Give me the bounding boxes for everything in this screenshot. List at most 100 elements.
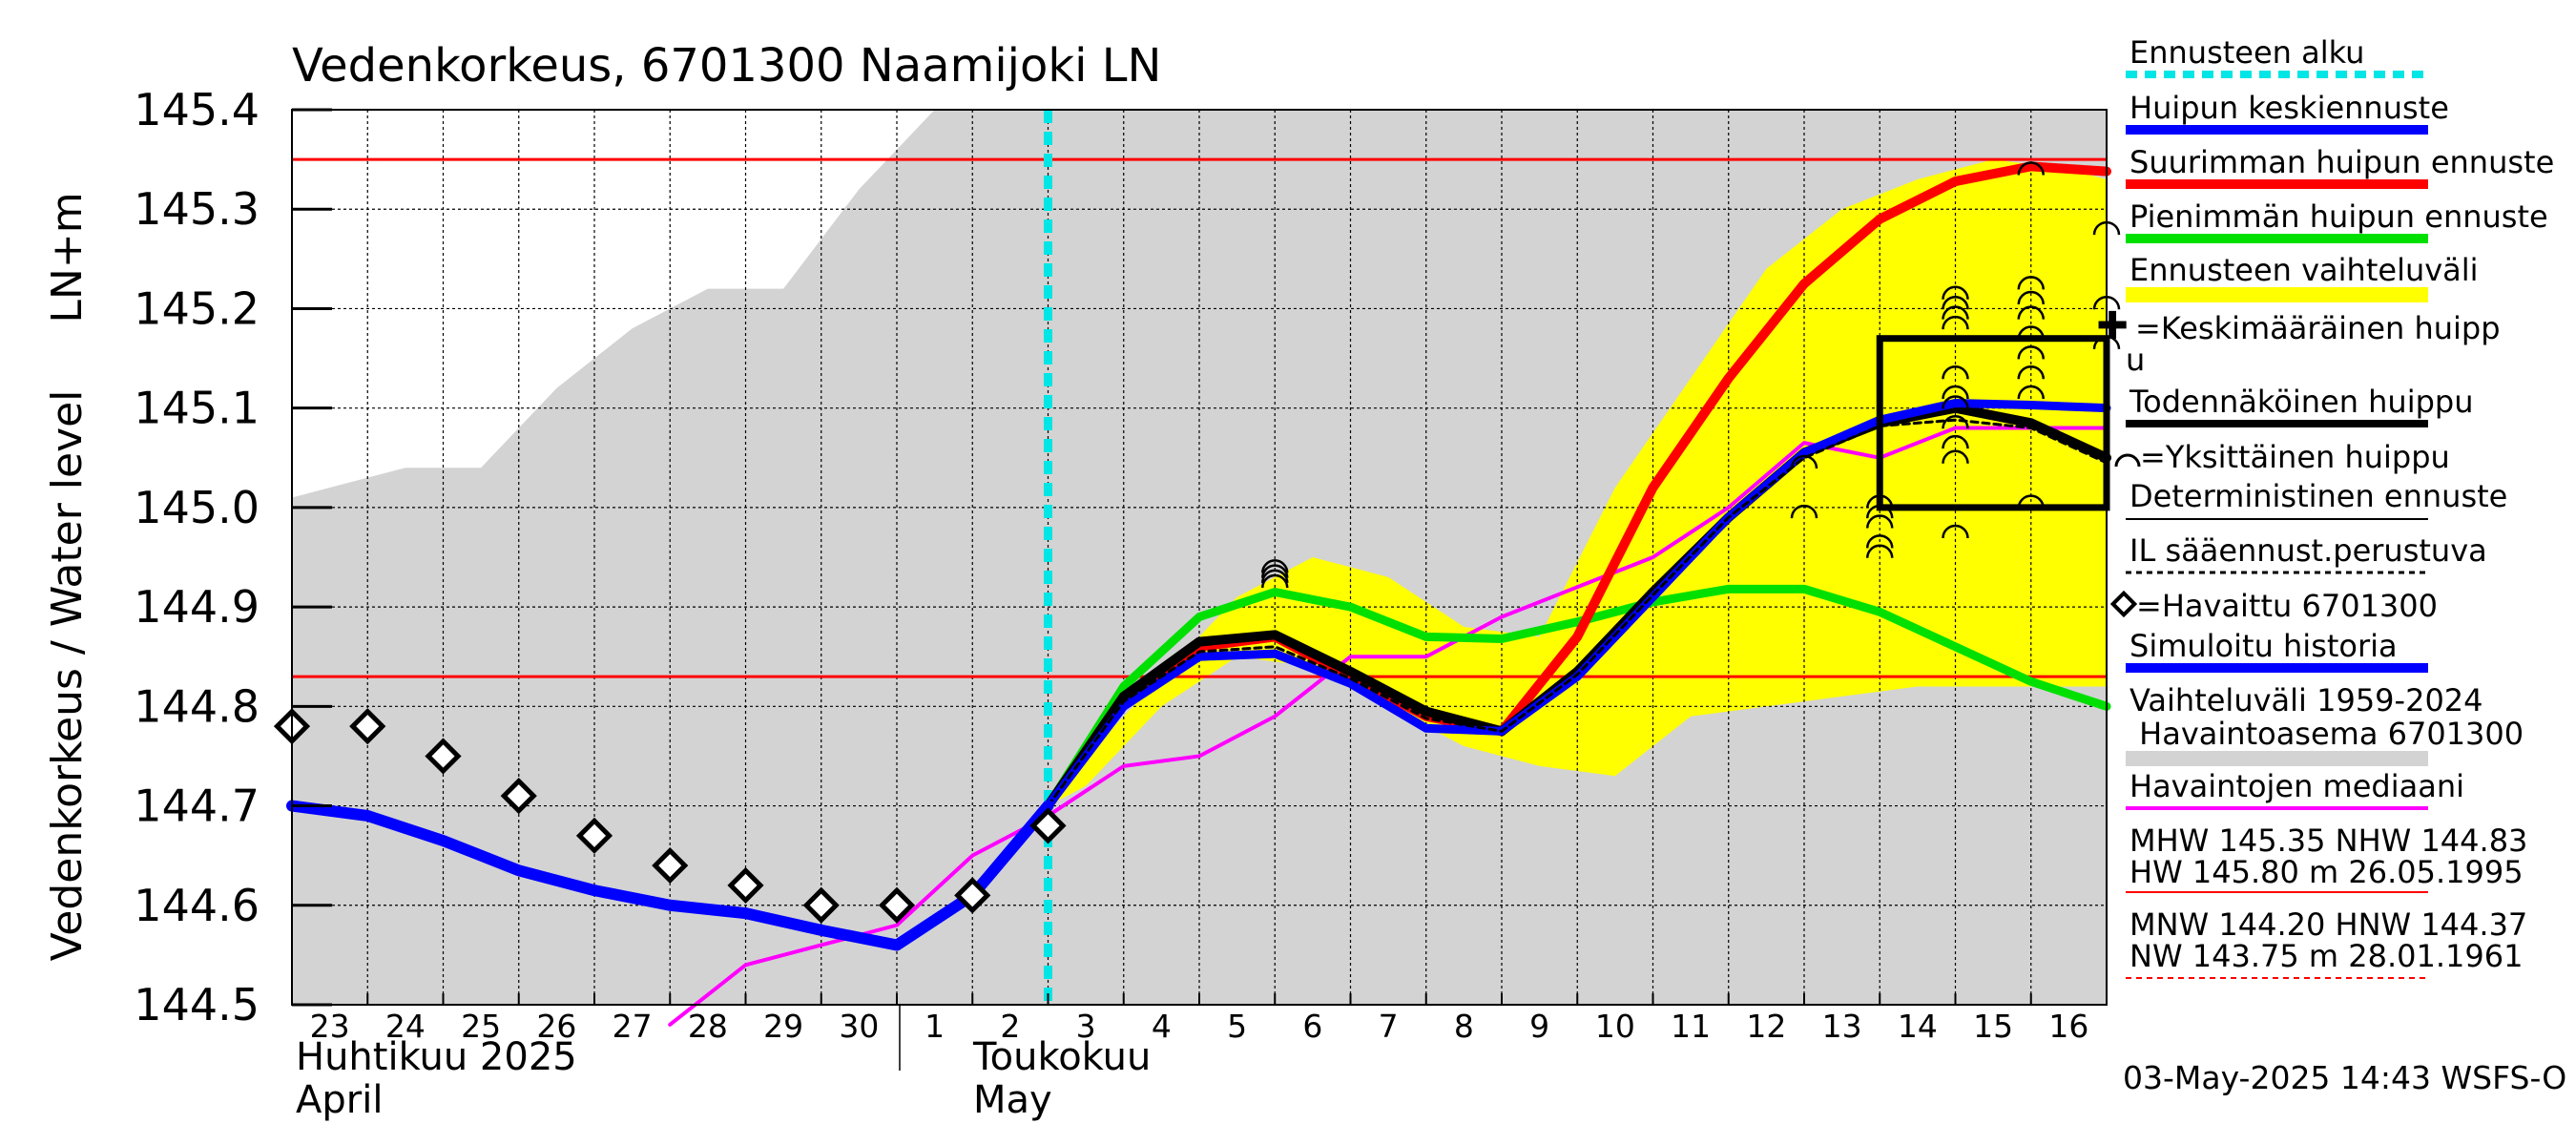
x-tick-label: 16 [2048, 1008, 2088, 1045]
legend-simulated: Simuloitu historia [2129, 628, 2398, 664]
x-tick-label: 15 [1973, 1008, 2013, 1045]
x-tick-label: 4 [1152, 1008, 1172, 1045]
y-tick-label: 144.7 [134, 781, 260, 832]
y-tick-label: 144.5 [134, 979, 260, 1030]
individual-peak-marker [1942, 305, 1969, 320]
x-tick-label: 13 [1822, 1008, 1862, 1045]
legend-individual-peak: =Yksittäinen huippu [2140, 439, 2450, 475]
series-line-simuloitu-historia [286, 800, 1054, 951]
grid-lines [292, 109, 2108, 1006]
legend-forecast-start: Ennusteen alku [2129, 34, 2364, 71]
month-label-april-fi: Huhtikuu 2025 [296, 1035, 577, 1079]
y-tick-label: 145.0 [134, 482, 260, 533]
x-tick-label: 26 [536, 1008, 576, 1045]
forecast-range-band [1048, 159, 2107, 806]
legend-deterministic: Deterministinen ennuste [2129, 478, 2507, 514]
observed-point [425, 738, 462, 775]
individual-peak-marker [1261, 559, 1289, 573]
individual-peak-marker [1942, 415, 1969, 429]
legend-probable-peak: Todennäköinen huippu [2129, 384, 2474, 420]
observed-point [954, 877, 991, 914]
month-label-may-fi: Toukokuu [972, 1035, 1151, 1079]
legend-mean-peak-marker: =Keskimääräinen huipp [2135, 310, 2501, 346]
x-tick-label: 14 [1898, 1008, 1938, 1045]
individual-peak-marker [2017, 276, 2045, 290]
y-tick-label: 144.9 [134, 581, 260, 633]
series-line-il-saaennust-perustuva [1047, 418, 2109, 808]
individual-peak-marker [1942, 364, 1969, 380]
x-tick-label: 8 [1454, 1008, 1474, 1045]
timestamp: 03-May-2025 14:43 WSFS-O [2123, 1059, 2566, 1096]
mean-peak-plus-icon: ✚ [2096, 304, 2129, 348]
observed-point [802, 886, 840, 924]
legend-median: Havaintojen mediaani [2129, 768, 2464, 804]
x-tick-label: 9 [1529, 1008, 1549, 1045]
x-tick-label: 10 [1595, 1008, 1635, 1045]
x-tick-label: 30 [839, 1008, 879, 1045]
legend-swatch-forecast-range [2126, 287, 2428, 302]
reference-lines [292, 157, 2107, 678]
x-tick-label: 23 [310, 1008, 350, 1045]
legend-historical-range: Vaihteluväli 1959-2024 [2129, 682, 2483, 718]
individual-peak-marker [1942, 434, 1969, 449]
observed-point [575, 817, 613, 854]
series-line-pienimman-huipun-ennuste [1044, 584, 2111, 811]
individual-peak-marker [1790, 504, 1818, 519]
legend-forecast-range: Ennusteen vaihteluväli [2129, 252, 2479, 288]
individual-peak-marker [1866, 544, 1894, 558]
x-tick-label: 3 [1076, 1008, 1096, 1045]
legend-nw: NW 143.75 m 28.01.1961 [2129, 938, 2523, 974]
legend-observed: =Havaittu 6701300 [2136, 588, 2438, 624]
y-tick-label: 145.1 [134, 383, 260, 434]
individual-peak-marker [1866, 514, 1894, 529]
individual-peak-marker [1790, 454, 1818, 469]
legend-mean-peak-marker-cont: u [2126, 342, 2145, 378]
x-tick-label: 12 [1746, 1008, 1786, 1045]
individual-peak-markers [1261, 161, 2121, 589]
individual-peak-marker [2017, 290, 2045, 305]
individual-peak-marker [1942, 385, 1969, 400]
plot-area [273, 109, 2121, 1027]
individual-peak-marker [1942, 315, 1969, 330]
x-tick-label: 1 [924, 1008, 945, 1045]
legend-historical-station: Havaintoasema 6701300 [2129, 716, 2524, 752]
month-label-april-en: April [296, 1078, 383, 1122]
y-tick-label: 145.2 [134, 282, 260, 334]
legend-max-peak: Suurimman huipun ennuste [2129, 144, 2554, 180]
x-tick-label: 27 [613, 1008, 653, 1045]
legend: Ennusteen alku Huipun keskiennuste Suuri… [2096, 34, 2554, 979]
legend-mnw: MNW 144.20 HNW 144.37 [2129, 906, 2527, 943]
month-label-may-en: May [973, 1078, 1052, 1122]
series-lines [286, 161, 2111, 1027]
legend-mean-peak: Huipun keskiennuste [2129, 90, 2449, 126]
y-tick-label: 145.4 [134, 84, 260, 135]
y-tick-label: 144.6 [134, 880, 260, 931]
y-tick-label: 144.8 [134, 680, 260, 732]
observed-point [652, 846, 689, 885]
legend-mhw: MHW 145.35 NHW 144.83 [2129, 822, 2527, 859]
individual-peak-marker [2017, 385, 2045, 400]
x-tick-label: 24 [385, 1008, 426, 1045]
individual-peak-marker [2017, 364, 2045, 380]
individual-peak-marker [1942, 449, 1969, 464]
y-axis-ticks: 144.5 144.6 144.7 144.8 144.9 145.0 145.1 145.2… [134, 84, 332, 1030]
x-tick-label: 2 [1000, 1008, 1020, 1045]
individual-peak-marker [2017, 325, 2045, 340]
observed-point [349, 708, 386, 745]
individual-peak-marker [1261, 573, 1289, 589]
individual-peak-marker [1261, 564, 1289, 578]
x-axis-ticks: 23 24 25 26 27 28 29 30 1 2 3 4 5 6 7 8 9 10 11 12 13 14 15 16 [310, 993, 2108, 1045]
series-line-huipun-keskiennuste [1044, 398, 2111, 811]
observed-point [1029, 807, 1067, 844]
x-tick-label: 25 [461, 1008, 501, 1045]
observed-point [500, 778, 537, 815]
x-tick-label: 29 [763, 1008, 803, 1045]
individual-peak-marker [1866, 534, 1894, 549]
legend-weather-based: IL sääennust.perustuva [2129, 532, 2487, 569]
y-axis-label: Vedenkorkeus / Water level [43, 390, 92, 962]
individual-peak-marker [2017, 494, 2045, 509]
individual-peak-marker [1942, 285, 1969, 300]
observed-point [878, 886, 916, 924]
x-tick-label: 5 [1227, 1008, 1247, 1045]
